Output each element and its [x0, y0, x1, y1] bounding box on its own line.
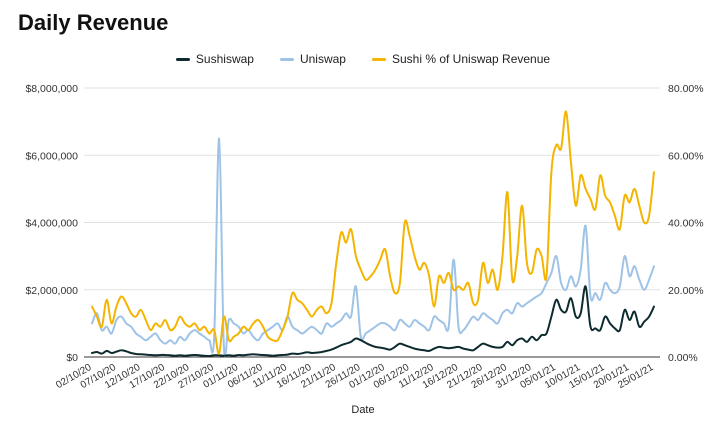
- y2-tick-label: 60.00%: [668, 150, 704, 162]
- legend-item-sushi-percent: Sushi % of Uniswap Revenue: [371, 52, 551, 66]
- legend-label-sushiswap: Sushiswap: [195, 52, 254, 66]
- y2-tick-label: 20.00%: [668, 285, 704, 297]
- y-tick-label: $2,000,000: [25, 285, 78, 297]
- legend-swatch-sushiswap: [175, 57, 190, 61]
- legend-label-sushi-percent: Sushi % of Uniswap Revenue: [391, 52, 551, 66]
- legend-item-sushiswap: Sushiswap: [175, 52, 254, 66]
- y2-tick-label: 0.00%: [668, 352, 698, 364]
- chart-title: Daily Revenue: [18, 10, 169, 35]
- x-axis-label: Date: [351, 404, 375, 416]
- y-tick-label: $4,000,000: [25, 218, 78, 230]
- y-tick-label: $6,000,000: [25, 150, 78, 162]
- legend-item-uniswap: Uniswap: [279, 52, 346, 66]
- series-line-sushiswap: [91, 285, 655, 357]
- chart-legend: Sushiswap Uniswap Sushi % of Uniswap Rev…: [0, 52, 726, 66]
- legend-label-uniswap: Uniswap: [299, 52, 346, 66]
- y2-tick-label: 40.00%: [668, 218, 704, 230]
- legend-swatch-sushi-percent: [371, 57, 386, 61]
- series-line-sushi-of-uniswap-revenue: [91, 110, 655, 355]
- y-tick-label: $0: [66, 352, 78, 364]
- y-tick-label: $8,000,000: [25, 83, 78, 95]
- legend-swatch-uniswap: [279, 57, 294, 61]
- y2-tick-label: 80.00%: [668, 83, 704, 95]
- series-line-uniswap: [91, 137, 655, 358]
